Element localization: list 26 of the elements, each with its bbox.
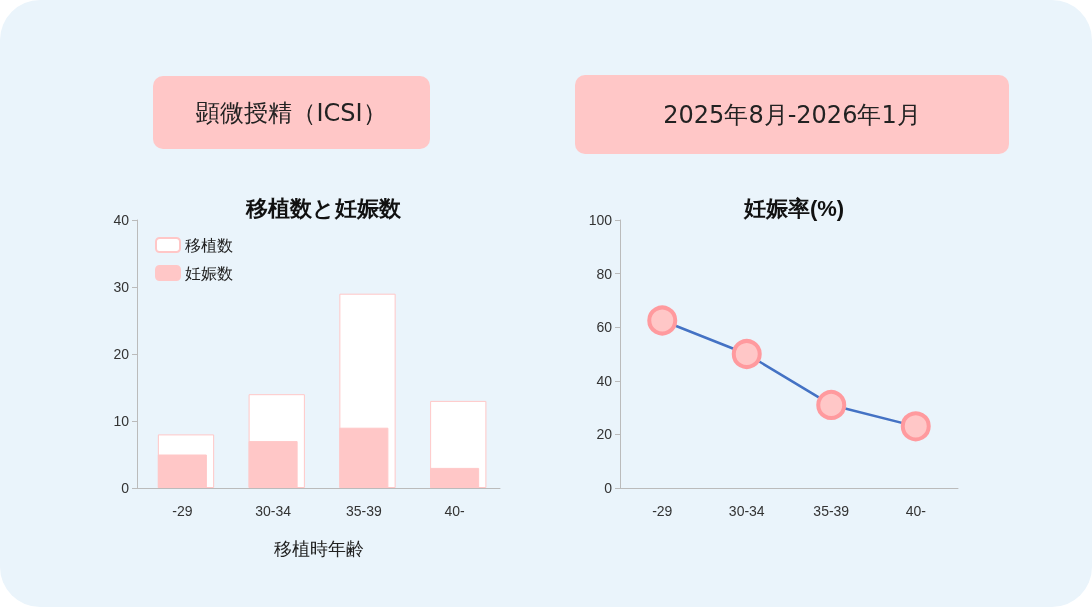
- x-tick-label: 30-34: [255, 503, 292, 519]
- text: 顕微授精（ICSI）: [153, 76, 430, 149]
- y-tick-label: 80: [596, 265, 613, 282]
- x-tick-label: 40-: [444, 503, 466, 519]
- x-tick-label: 35-39: [345, 503, 382, 519]
- text: 2025年8月-2026年1月: [575, 75, 1009, 154]
- chart-title: 移植数と妊娠数: [245, 195, 402, 221]
- x-tick-label: 35-39: [813, 503, 850, 519]
- x-axis-title: 移植時年齢: [273, 539, 364, 559]
- y-tick-label: 0: [604, 480, 613, 496]
- y-tick-label: 20: [113, 346, 130, 362]
- y-tick-label: 0: [121, 480, 130, 496]
- x-tick-label: 40-: [905, 503, 927, 519]
- y-tick-label: 10: [113, 413, 130, 429]
- x-tick-label: -29: [652, 503, 673, 519]
- x-tick-label: 30-34: [728, 503, 765, 519]
- legend-label: 妊娠数: [185, 264, 233, 282]
- y-tick-label: 40: [596, 372, 613, 389]
- chart-title: 妊娠率(%): [742, 195, 845, 221]
- y-tick-label: 60: [596, 319, 613, 336]
- y-tick-label: 100: [588, 212, 613, 228]
- y-tick-label: 20: [596, 426, 613, 443]
- x-tick-label: -29: [172, 503, 193, 519]
- legend-label: 移植数: [185, 236, 233, 254]
- y-tick-label: 30: [113, 279, 130, 295]
- y-tick-label: 40: [113, 212, 130, 228]
